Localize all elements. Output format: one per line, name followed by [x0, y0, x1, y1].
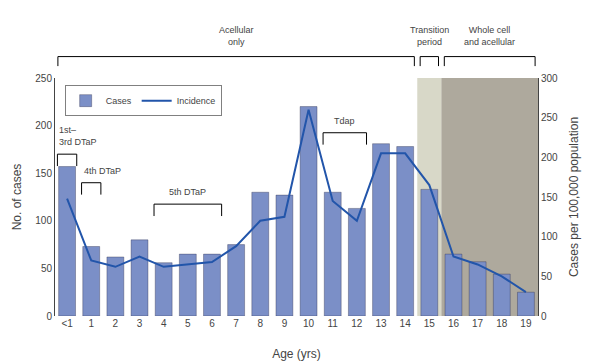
- svg-text:12: 12: [351, 318, 363, 329]
- svg-text:300: 300: [541, 73, 558, 84]
- svg-text:200: 200: [35, 120, 52, 131]
- svg-text:Incidence: Incidence: [177, 96, 216, 106]
- svg-text:Acellularonly: Acellularonly: [219, 25, 254, 47]
- svg-text:200: 200: [541, 152, 558, 163]
- svg-text:Whole celland acellular: Whole celland acellular: [464, 25, 515, 47]
- svg-text:4th DTaP: 4th DTaP: [84, 166, 121, 176]
- svg-text:3: 3: [137, 318, 143, 329]
- svg-text:Cases: Cases: [106, 96, 132, 106]
- svg-text:5: 5: [185, 318, 191, 329]
- svg-text:9: 9: [282, 318, 288, 329]
- svg-text:150: 150: [541, 192, 558, 203]
- svg-text:17: 17: [472, 318, 484, 329]
- svg-text:0: 0: [46, 311, 52, 322]
- svg-text:1: 1: [88, 318, 94, 329]
- svg-text:100: 100: [541, 231, 558, 242]
- svg-text:250: 250: [541, 112, 558, 123]
- svg-text:4: 4: [161, 318, 167, 329]
- svg-text:150: 150: [35, 168, 52, 179]
- svg-text:No. of cases: No. of cases: [10, 164, 24, 231]
- svg-text:15: 15: [424, 318, 436, 329]
- svg-text:11: 11: [328, 318, 339, 329]
- svg-text:19: 19: [520, 318, 532, 329]
- svg-text:13: 13: [375, 318, 387, 329]
- svg-text:<1: <1: [61, 318, 73, 329]
- svg-text:2: 2: [113, 318, 119, 329]
- svg-text:Cases per 100,000 population: Cases per 100,000 population: [567, 117, 581, 277]
- svg-text:250: 250: [35, 73, 52, 84]
- svg-text:16: 16: [448, 318, 460, 329]
- svg-text:18: 18: [496, 318, 508, 329]
- svg-text:Transitionperiod: Transitionperiod: [410, 25, 449, 47]
- svg-text:0: 0: [541, 311, 547, 322]
- svg-text:8: 8: [257, 318, 263, 329]
- svg-text:Tdap: Tdap: [334, 116, 355, 126]
- svg-text:50: 50: [541, 271, 553, 282]
- svg-text:6: 6: [209, 318, 215, 329]
- svg-text:1st–3rd DTaP: 1st–3rd DTaP: [59, 125, 97, 147]
- svg-text:Age (yrs): Age (yrs): [272, 347, 321, 361]
- svg-text:50: 50: [41, 263, 53, 274]
- svg-text:14: 14: [400, 318, 412, 329]
- svg-text:5th DTaP: 5th DTaP: [169, 187, 206, 197]
- svg-text:7: 7: [233, 318, 239, 329]
- svg-text:10: 10: [303, 318, 315, 329]
- svg-text:100: 100: [35, 215, 52, 226]
